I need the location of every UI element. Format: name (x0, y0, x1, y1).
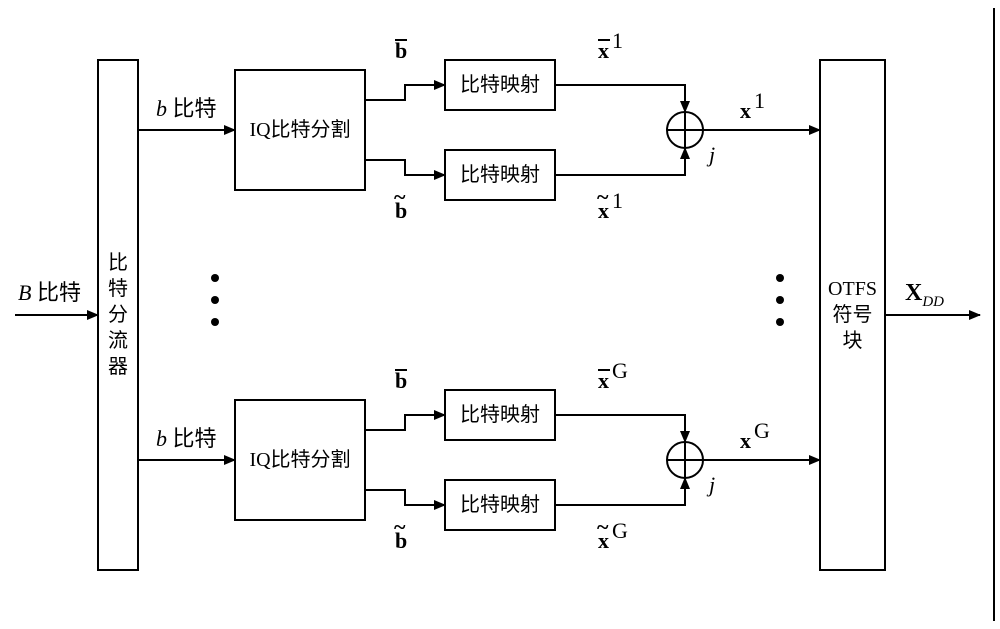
ellipsis-dot (776, 318, 784, 326)
label-xG: x (740, 428, 751, 453)
branch-bot-label: b 比特 (156, 426, 217, 451)
svg-text:~: ~ (394, 184, 406, 209)
bitmap_bot_upper-label: 比特映射 (460, 403, 540, 426)
svg-text:~: ~ (597, 514, 609, 539)
splitter-label-0: 比 (108, 251, 128, 274)
branch-top-label: b 比特 (156, 96, 217, 121)
iq_bot-label: IQ比特分割 (249, 448, 350, 471)
svg-text:G: G (612, 358, 628, 383)
input-label: B 比特 (18, 280, 81, 305)
arrow-iqtop-dn (365, 160, 445, 175)
combiner-bot-j: j (706, 472, 715, 497)
arrow-bitmap-top-dn (555, 148, 685, 175)
splitter-label-3: 流 (108, 329, 128, 352)
arrow-iqbot-dn (365, 490, 445, 505)
splitter-label-2: 分 (108, 303, 128, 326)
ellipsis-dot (211, 296, 219, 304)
iq_top-label: IQ比特分割 (249, 118, 350, 141)
svg-text:1: 1 (754, 88, 765, 113)
svg-text:G: G (612, 518, 628, 543)
svg-text:~: ~ (597, 184, 609, 209)
svg-text:~: ~ (394, 514, 406, 539)
bitmap_bot_lower-label: 比特映射 (460, 493, 540, 516)
label-x1: x (740, 98, 751, 123)
label-xbar-bot: x (598, 368, 609, 393)
arrow-iqtop-up (365, 85, 445, 100)
ellipsis-dot (776, 296, 784, 304)
splitter-label-4: 器 (108, 356, 128, 378)
output-label: XDD (905, 280, 944, 310)
svg-text:1: 1 (612, 28, 623, 53)
svg-text:G: G (754, 418, 770, 443)
arrow-bitmap-top-up (555, 85, 685, 112)
ellipsis-dot (776, 274, 784, 282)
combiner-top-j: j (706, 142, 715, 167)
otfs-label-1: 符号 (833, 303, 873, 326)
ellipsis-dot (211, 274, 219, 282)
otfs-label-2: 块 (843, 329, 863, 352)
bitmap_top_upper-label: 比特映射 (460, 73, 540, 96)
splitter-label-1: 特 (108, 277, 128, 300)
svg-text:1: 1 (612, 188, 623, 213)
arrow-bitmap-bot-up (555, 415, 685, 442)
arrow-bitmap-bot-dn (555, 478, 685, 505)
arrow-iqbot-up (365, 415, 445, 430)
label-xbar-top: x (598, 38, 609, 63)
ellipsis-dot (211, 318, 219, 326)
otfs-label-0: OTFS (828, 278, 877, 300)
label-bbar-bot: b (395, 368, 407, 393)
label-bbar-top: b (395, 38, 407, 63)
bitmap_top_lower-label: 比特映射 (460, 163, 540, 186)
